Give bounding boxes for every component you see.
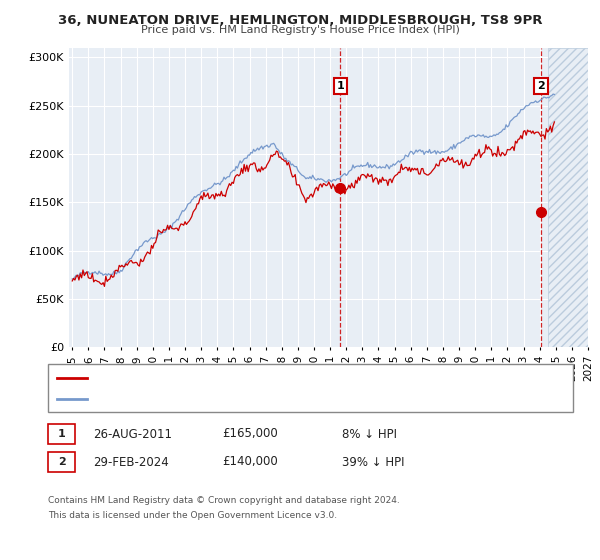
Text: 1: 1 (58, 429, 65, 439)
Text: £140,000: £140,000 (222, 455, 278, 469)
Text: 29-FEB-2024: 29-FEB-2024 (93, 455, 169, 469)
Text: 8% ↓ HPI: 8% ↓ HPI (342, 427, 397, 441)
Text: 2: 2 (58, 457, 65, 467)
Text: 26-AUG-2011: 26-AUG-2011 (93, 427, 172, 441)
Text: HPI: Average price, detached house, Middlesbrough: HPI: Average price, detached house, Midd… (91, 394, 361, 404)
Text: 1: 1 (337, 81, 344, 91)
Text: Contains HM Land Registry data © Crown copyright and database right 2024.: Contains HM Land Registry data © Crown c… (48, 496, 400, 505)
Text: Price paid vs. HM Land Registry's House Price Index (HPI): Price paid vs. HM Land Registry's House … (140, 25, 460, 35)
Text: This data is licensed under the Open Government Licence v3.0.: This data is licensed under the Open Gov… (48, 511, 337, 520)
Text: 36, NUNEATON DRIVE, HEMLINGTON, MIDDLESBROUGH, TS8 9PR: 36, NUNEATON DRIVE, HEMLINGTON, MIDDLESB… (58, 14, 542, 27)
Text: 36, NUNEATON DRIVE, HEMLINGTON, MIDDLESBROUGH, TS8 9PR (detached house): 36, NUNEATON DRIVE, HEMLINGTON, MIDDLESB… (91, 373, 524, 383)
Text: 39% ↓ HPI: 39% ↓ HPI (342, 455, 404, 469)
Text: 2: 2 (537, 81, 545, 91)
Text: £165,000: £165,000 (222, 427, 278, 441)
